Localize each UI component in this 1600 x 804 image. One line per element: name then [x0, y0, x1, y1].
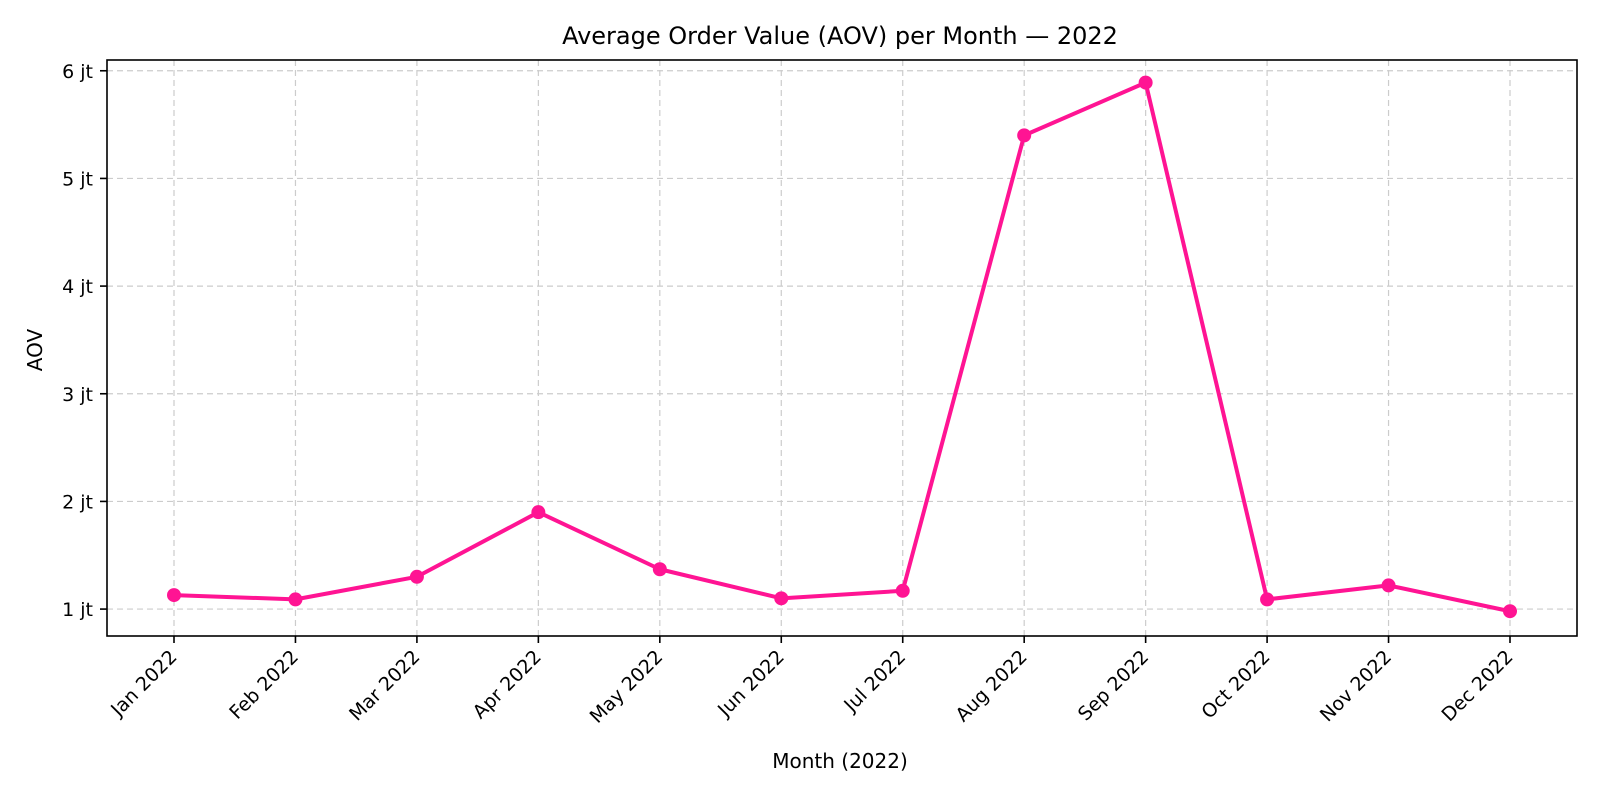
x-tick-label: Oct 2022	[1197, 646, 1274, 723]
x-tick-label: Sep 2022	[1074, 646, 1153, 725]
x-tick-label: Aug 2022	[951, 646, 1031, 726]
x-tick-label: Jul 2022	[839, 646, 910, 717]
data-point	[167, 588, 181, 603]
data-point	[1503, 604, 1517, 619]
x-tick-label: May 2022	[586, 646, 668, 728]
x-axis-ticks: Jan 2022 Feb 2022 Mar 2022 Apr 2022 May 2022…	[106, 636, 1518, 728]
y-tick-label: 4 jt	[62, 276, 93, 298]
data-point	[774, 591, 789, 606]
y-tick-label: 6 jt	[62, 61, 93, 83]
data-point	[409, 569, 424, 584]
y-axis-ticks: 1 jt 2 jt 3 jt 4 jt 5 jt 6 jt	[62, 61, 107, 621]
x-tick-label: Jan 2022	[106, 646, 181, 721]
x-tick-label: Mar 2022	[345, 646, 424, 725]
y-tick-label: 2 jt	[62, 491, 93, 513]
x-tick-label: Apr 2022	[469, 646, 546, 723]
data-point	[1017, 128, 1032, 143]
plot-frame	[106, 59, 1578, 637]
data-point	[1260, 592, 1275, 607]
grid-layer	[107, 60, 1577, 636]
chart-title: Average Order Value (AOV) per Month — 20…	[562, 22, 1118, 50]
data-point	[1138, 75, 1153, 90]
x-tick-label: Feb 2022	[225, 646, 303, 724]
y-tick-label: 1 jt	[62, 599, 93, 621]
x-axis-label: Month (2022)	[772, 749, 908, 773]
data-point	[531, 505, 546, 520]
data-point	[288, 592, 303, 607]
y-axis-label: AOV	[23, 328, 47, 371]
series-line	[172, 80, 1512, 614]
y-tick-label: 3 jt	[62, 384, 93, 406]
x-tick-label: Jun 2022	[713, 646, 789, 722]
series-layer	[167, 75, 1517, 619]
data-point	[1381, 578, 1396, 593]
x-tick-label: Nov 2022	[1316, 646, 1396, 726]
data-point	[652, 562, 667, 577]
y-tick-label: 5 jt	[62, 168, 93, 190]
data-point	[895, 583, 910, 598]
x-tick-label: Dec 2022	[1438, 646, 1518, 726]
